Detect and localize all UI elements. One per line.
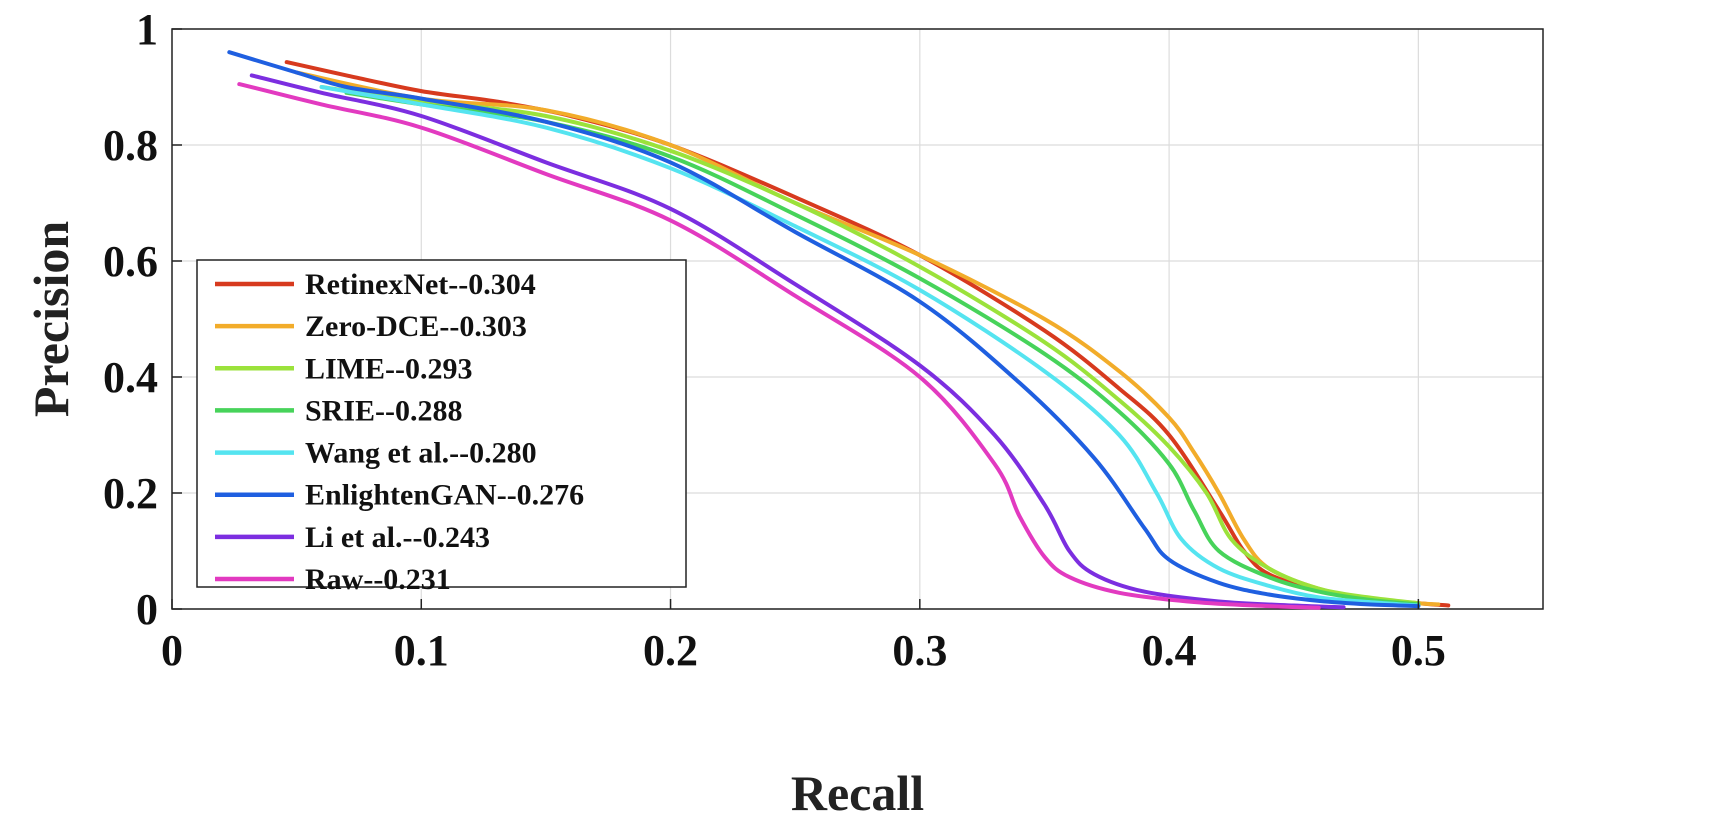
legend-label: EnlightenGAN--0.276 bbox=[305, 479, 584, 512]
y-tick-label: 0 bbox=[136, 585, 158, 634]
legend-label: Li et al.--0.243 bbox=[305, 521, 490, 554]
legend-label: Wang et al.--0.280 bbox=[305, 437, 537, 470]
legend-label: Zero-DCE--0.303 bbox=[305, 310, 527, 343]
series-line-5 bbox=[227, 50, 1421, 609]
series-lines bbox=[227, 50, 1451, 610]
series-line-2 bbox=[319, 85, 1421, 606]
series-line-6 bbox=[249, 73, 1346, 610]
x-tick-label: 0.3 bbox=[892, 626, 947, 675]
y-tick-label: 1 bbox=[136, 5, 158, 54]
x-tick-label: 0.5 bbox=[1391, 626, 1446, 675]
series-line-4 bbox=[319, 85, 1421, 608]
plot-area-frame bbox=[171, 28, 1544, 610]
y-tick-label: 0.2 bbox=[103, 469, 158, 518]
legend: RetinexNet--0.304 Zero-DCE--0.303 LIME--0.… bbox=[196, 259, 687, 596]
legend-label: RetinexNet--0.304 bbox=[305, 268, 536, 301]
legend-label: Raw--0.231 bbox=[305, 563, 451, 596]
y-tick-label: 0.8 bbox=[103, 121, 158, 170]
tick-labels: 0 0.1 0.2 0.3 0.4 0.5 0 0.2 0.4 0.6 0.8 1 bbox=[103, 5, 1446, 675]
series-line-7 bbox=[237, 82, 1321, 610]
legend-label: LIME--0.293 bbox=[305, 352, 473, 385]
x-tick-label: 0.4 bbox=[1142, 626, 1197, 675]
x-tick-label: 0.1 bbox=[394, 626, 449, 675]
legend-label: SRIE--0.288 bbox=[305, 394, 463, 427]
y-tick-label: 0.6 bbox=[103, 237, 158, 286]
x-axis-title: Recall bbox=[791, 765, 924, 821]
y-tick-label: 0.4 bbox=[103, 353, 158, 402]
x-tick-label: 0 bbox=[161, 626, 183, 675]
y-axis-title: Precision bbox=[23, 221, 79, 417]
x-tick-label: 0.2 bbox=[643, 626, 698, 675]
legend-box bbox=[196, 259, 687, 588]
